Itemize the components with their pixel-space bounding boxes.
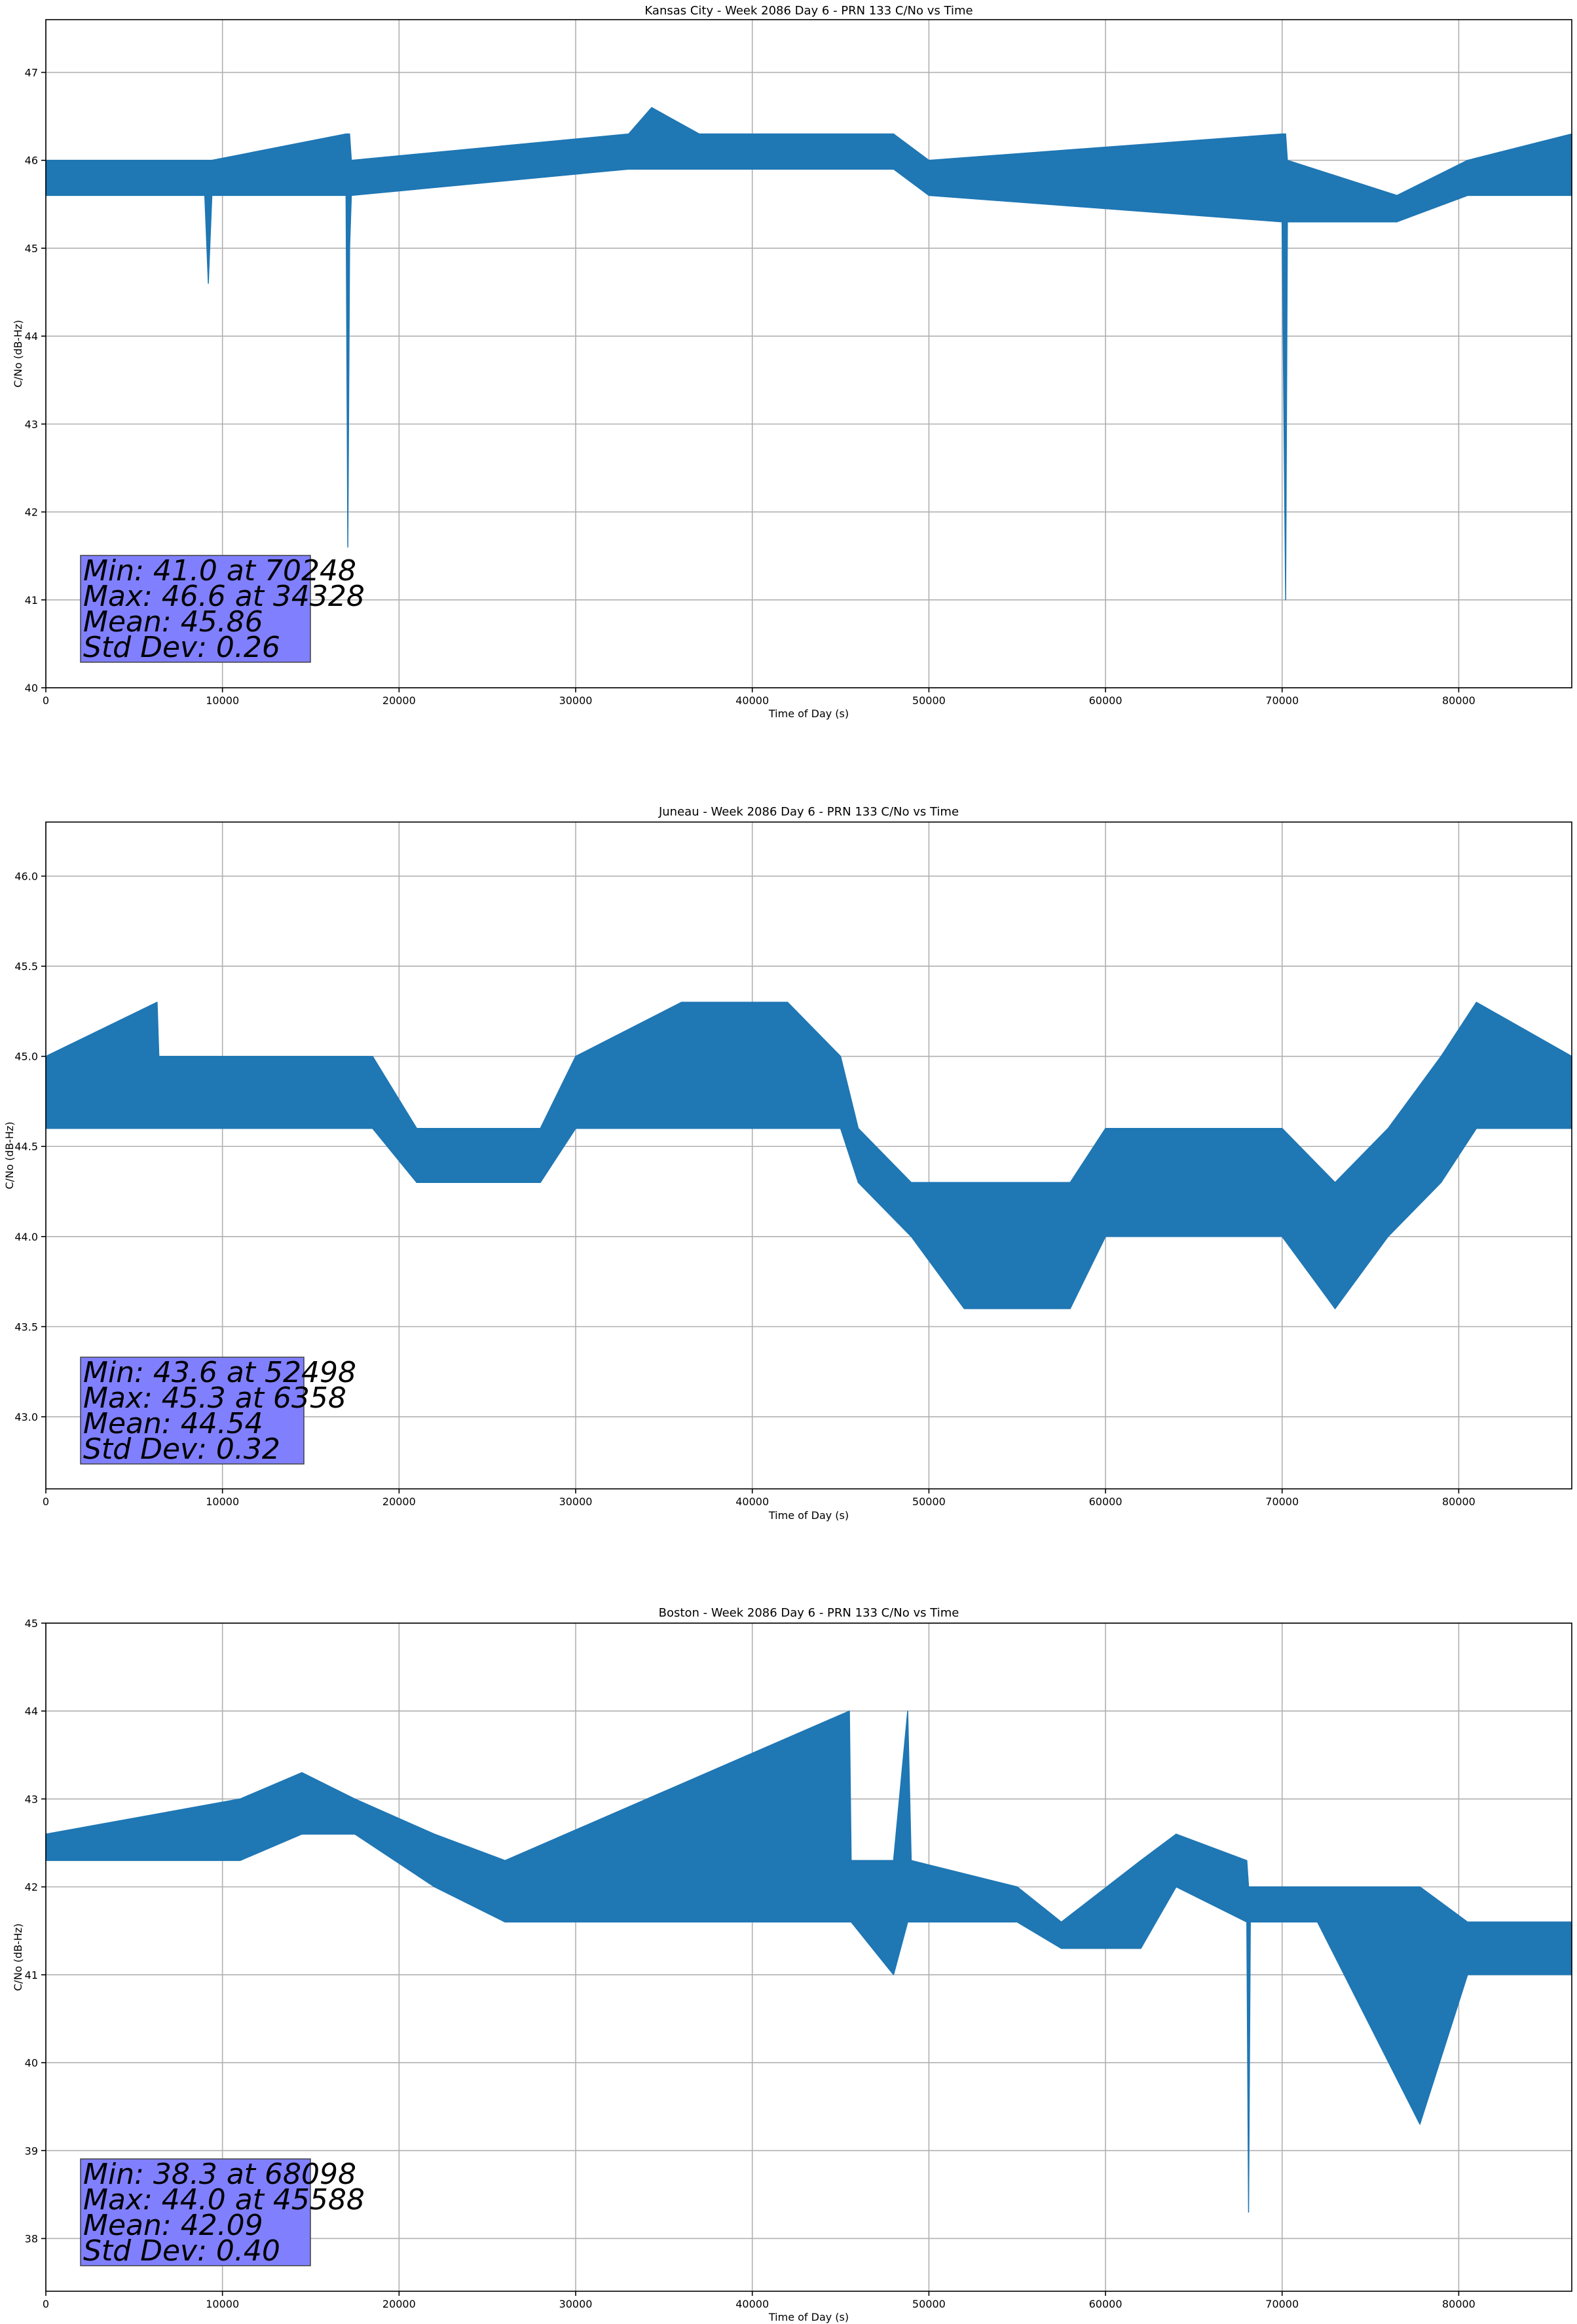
y-tick-label: 44 xyxy=(25,1705,38,1717)
y-tick-label: 45.0 xyxy=(14,1051,38,1063)
x-tick-label: 10000 xyxy=(206,694,239,707)
stats-std-dev: Std Dev: 0.40 xyxy=(83,2234,280,2268)
x-tick-label: 50000 xyxy=(912,2298,946,2310)
y-tick-label: 42 xyxy=(25,506,38,519)
stats-min: Min: 41.0 at 70248 xyxy=(83,554,356,588)
plot-area-frame xyxy=(45,821,1572,1490)
stats-std-dev: Std Dev: 0.26 xyxy=(83,631,280,664)
y-tick-label: 43.5 xyxy=(14,1321,38,1333)
x-axis-label: Time of Day (s) xyxy=(768,707,849,720)
x-tick-label: 70000 xyxy=(1265,2298,1299,2310)
y-tick-label: 46 xyxy=(25,155,38,167)
x-tick-label: 70000 xyxy=(1265,694,1299,707)
chart-title: Boston - Week 2086 Day 6 - PRN 133 C/No … xyxy=(659,1606,959,1620)
x-axis-label: Time of Day (s) xyxy=(768,1509,849,1522)
y-axis-label: C/No (dB-Hz) xyxy=(3,1121,16,1189)
x-tick-label: 50000 xyxy=(912,694,946,707)
stats-box: Min: 38.3 at 68098 Max: 44.0 at 45588 Me… xyxy=(80,2158,365,2268)
x-tick-label: 10000 xyxy=(206,2298,239,2310)
x-tick-label: 30000 xyxy=(559,694,593,707)
x-tick-label: 80000 xyxy=(1442,694,1475,707)
x-tick-label: 60000 xyxy=(1089,1495,1122,1508)
y-tick-label: 45 xyxy=(25,1617,38,1630)
y-tick-label: 45 xyxy=(25,242,38,255)
stats-box: Min: 43.6 at 52498 Max: 45.3 at 6358 Mea… xyxy=(80,1356,356,1466)
y-tick-label: 44.0 xyxy=(14,1231,38,1243)
y-axis-label: C/No (dB-Hz) xyxy=(12,1923,24,1991)
stats-max: Max: 44.0 at 45588 xyxy=(83,2183,365,2217)
y-tick-label: 43 xyxy=(25,418,38,430)
y-tick-label: 46.0 xyxy=(14,871,38,883)
boston-panel: Boston - Week 2086 Day 6 - PRN 133 C/No … xyxy=(12,1606,1572,2323)
y-axis-label: C/No (dB-Hz) xyxy=(12,320,24,387)
x-tick-label: 20000 xyxy=(382,694,416,707)
juneau-panel: Juneau - Week 2086 Day 6 - PRN 133 C/No … xyxy=(3,805,1572,1522)
x-tick-label: 0 xyxy=(43,694,49,707)
y-tick-label: 41 xyxy=(25,1969,38,1981)
y-tick-label: 43.0 xyxy=(14,1411,38,1423)
stats-max: Max: 46.6 at 34328 xyxy=(83,580,365,613)
x-tick-label: 30000 xyxy=(559,2298,593,2310)
x-tick-label: 40000 xyxy=(735,1495,769,1508)
y-tick-label: 42 xyxy=(25,1881,38,1894)
x-tick-label: 40000 xyxy=(735,694,769,707)
y-tick-label: 41 xyxy=(25,594,38,607)
chart-title: Juneau - Week 2086 Day 6 - PRN 133 C/No … xyxy=(658,805,959,819)
x-tick-label: 0 xyxy=(43,2298,49,2310)
stats-max: Max: 45.3 at 6358 xyxy=(83,1381,346,1415)
x-tick-label: 60000 xyxy=(1089,694,1122,707)
x-axis-label: Time of Day (s) xyxy=(768,2311,849,2323)
y-tick-label: 47 xyxy=(25,67,38,79)
stats-mean: Mean: 44.54 xyxy=(83,1407,263,1440)
y-tick-label: 38 xyxy=(25,2232,38,2245)
plot-area-frame xyxy=(45,1622,1572,2292)
x-tick-label: 70000 xyxy=(1265,1495,1299,1508)
kansas-city-panel: Kansas City - Week 2086 Day 6 - PRN 133 … xyxy=(12,4,1572,720)
x-tick-label: 40000 xyxy=(735,2298,769,2310)
x-tick-label: 10000 xyxy=(206,1495,239,1508)
x-tick-label: 80000 xyxy=(1442,2298,1475,2310)
y-tick-label: 44.5 xyxy=(14,1140,38,1153)
stats-mean: Mean: 42.09 xyxy=(83,2209,263,2242)
stats-min: Min: 43.6 at 52498 xyxy=(83,1356,356,1389)
y-tick-label: 43 xyxy=(25,1793,38,1805)
stats-min: Min: 38.3 at 68098 xyxy=(83,2158,356,2191)
x-tick-label: 0 xyxy=(43,1495,49,1508)
y-tick-label: 40 xyxy=(25,682,38,694)
x-tick-label: 50000 xyxy=(912,1495,946,1508)
plot-area-frame xyxy=(45,19,1572,688)
x-tick-label: 80000 xyxy=(1442,1495,1475,1508)
stats-mean: Mean: 45.86 xyxy=(83,605,263,639)
y-tick-label: 44 xyxy=(25,330,38,343)
x-tick-label: 30000 xyxy=(559,1495,593,1508)
stats-box: Min: 41.0 at 70248 Max: 46.6 at 34328 Me… xyxy=(80,554,365,664)
y-tick-label: 40 xyxy=(25,2057,38,2069)
y-tick-label: 45.5 xyxy=(14,960,38,973)
chart-title: Kansas City - Week 2086 Day 6 - PRN 133 … xyxy=(644,4,973,18)
x-tick-label: 60000 xyxy=(1089,2298,1122,2310)
x-tick-label: 20000 xyxy=(382,2298,416,2310)
stats-std-dev: Std Dev: 0.32 xyxy=(83,1433,280,1466)
y-tick-label: 39 xyxy=(25,2145,38,2157)
x-tick-label: 20000 xyxy=(382,1495,416,1508)
